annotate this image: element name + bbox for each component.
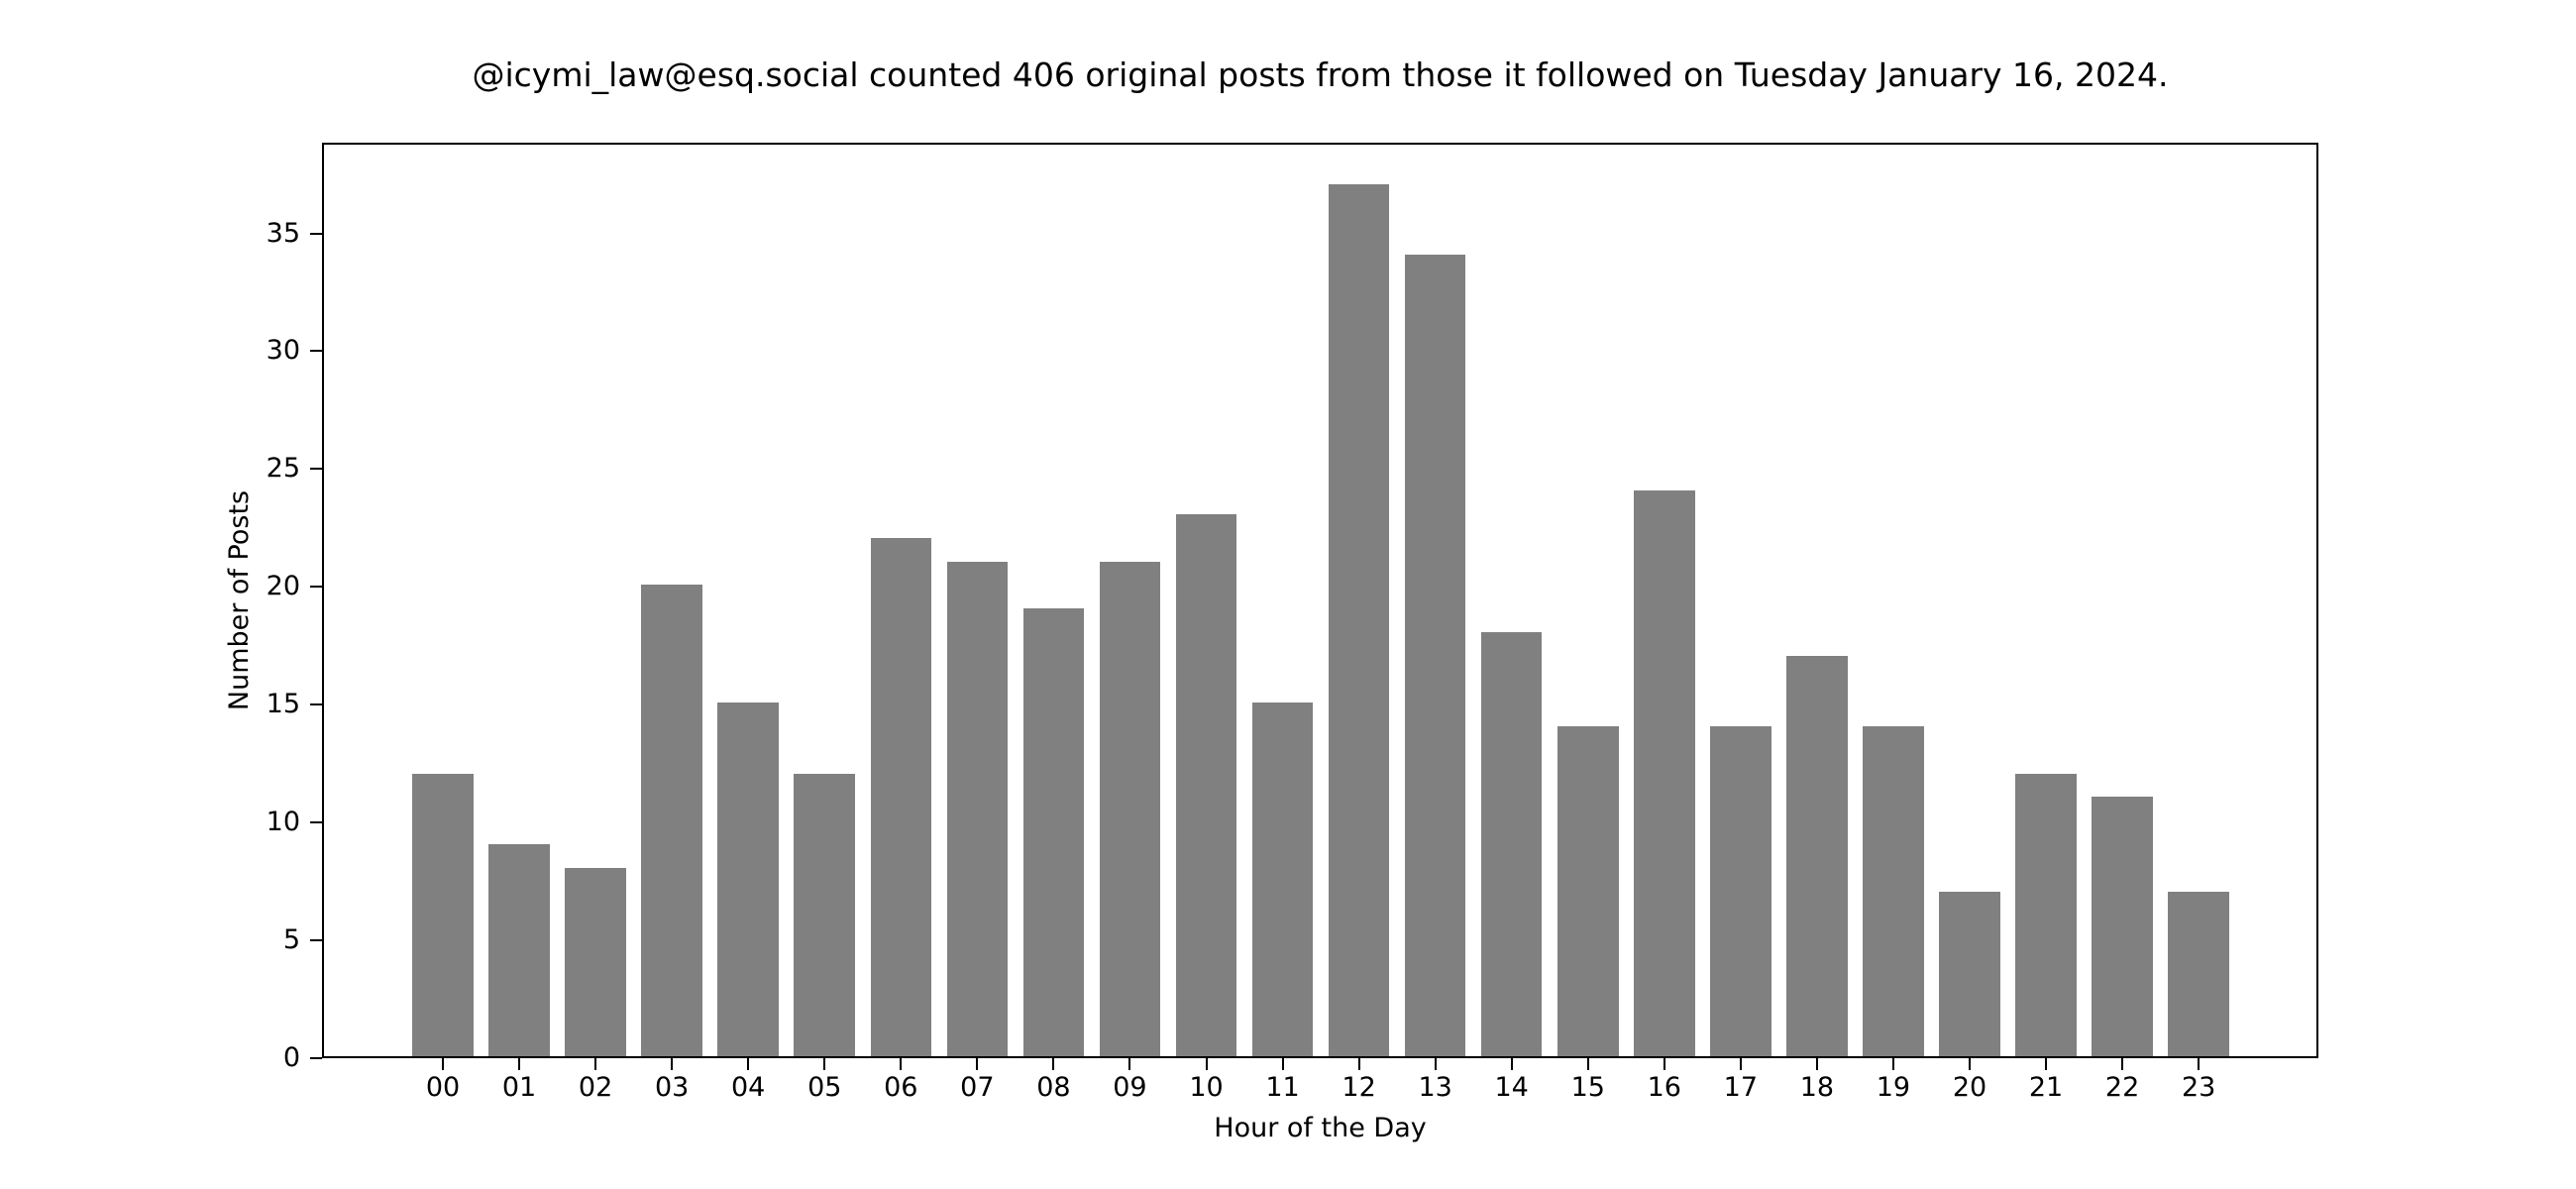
x-tick (1281, 1058, 1284, 1070)
x-tick (1434, 1058, 1437, 1070)
bar-21 (2015, 773, 2077, 1056)
y-tick (310, 232, 322, 235)
x-tick (1663, 1058, 1665, 1070)
x-tick (1128, 1058, 1131, 1070)
bar-17 (1710, 726, 1771, 1056)
x-tick-label: 14 (1494, 1072, 1529, 1103)
x-tick (2121, 1058, 2124, 1070)
bar-08 (1022, 608, 1085, 1056)
x-tick-label: 17 (1723, 1072, 1759, 1103)
x-tick-label: 20 (1952, 1072, 1987, 1103)
y-tick-label: 35 (266, 217, 300, 249)
x-tick-label: 10 (1189, 1072, 1224, 1103)
bar-12 (1328, 184, 1390, 1056)
x-tick (1357, 1058, 1360, 1070)
bar-05 (794, 773, 856, 1056)
x-tick-label: 04 (731, 1072, 766, 1103)
x-tick-label: 07 (960, 1072, 995, 1103)
bar-15 (1556, 726, 1619, 1056)
bar-00 (412, 773, 474, 1056)
bar-20 (1939, 891, 2000, 1056)
bar-18 (1786, 655, 1848, 1056)
x-tick (976, 1058, 979, 1070)
bar-01 (488, 843, 550, 1056)
x-tick (518, 1058, 521, 1070)
x-tick-label: 22 (2104, 1072, 2140, 1103)
x-tick-label: 21 (2028, 1072, 2064, 1103)
x-tick-label: 06 (884, 1072, 918, 1103)
x-tick (594, 1058, 597, 1070)
x-tick (1815, 1058, 1818, 1070)
x-tick (1739, 1058, 1742, 1070)
bar-13 (1404, 255, 1466, 1056)
x-tick-label: 05 (807, 1072, 842, 1103)
bar-10 (1175, 513, 1237, 1056)
x-tick (1969, 1058, 1971, 1070)
y-tick (310, 468, 322, 471)
bar-09 (1099, 561, 1161, 1056)
x-tick (442, 1058, 444, 1070)
x-tick-label: 13 (1418, 1072, 1452, 1103)
y-tick-label: 15 (266, 689, 300, 720)
y-axis-label: Number of Posts (224, 489, 255, 711)
x-tick-label: 18 (1799, 1072, 1835, 1103)
x-tick-label: 16 (1647, 1072, 1681, 1103)
y-tick-label: 30 (266, 335, 300, 367)
bar-11 (1251, 703, 1314, 1056)
x-tick (2045, 1058, 2048, 1070)
x-tick (671, 1058, 674, 1070)
chart-title: @icymi_law@esq.social counted 406 origin… (472, 55, 2169, 94)
bar-06 (870, 537, 932, 1056)
x-axis-label: Hour of the Day (1214, 1113, 1427, 1143)
x-tick-label: 01 (501, 1072, 537, 1103)
x-tick-label: 03 (654, 1072, 690, 1103)
x-tick-label: 08 (1036, 1072, 1071, 1103)
x-tick (1586, 1058, 1589, 1070)
bar-07 (946, 561, 1009, 1056)
x-tick-label: 02 (578, 1072, 613, 1103)
y-tick-label: 0 (282, 1042, 300, 1073)
x-tick-label: 23 (2181, 1072, 2216, 1103)
bar-22 (2092, 797, 2153, 1056)
bar-16 (1634, 490, 1695, 1056)
y-tick (310, 586, 322, 589)
y-tick (310, 350, 322, 353)
x-tick (900, 1058, 903, 1070)
bar-02 (565, 867, 626, 1056)
bar-14 (1480, 631, 1543, 1056)
bar-04 (717, 703, 779, 1056)
x-tick (823, 1058, 826, 1070)
x-tick-label: 12 (1342, 1072, 1376, 1103)
x-tick (1510, 1058, 1513, 1070)
plot-area (322, 143, 2318, 1058)
bar-19 (1863, 726, 1924, 1056)
x-tick (1052, 1058, 1055, 1070)
y-tick (310, 1057, 322, 1059)
x-tick-label: 15 (1570, 1072, 1605, 1103)
bar-03 (641, 585, 702, 1056)
y-tick-label: 10 (266, 807, 300, 838)
x-tick-label: 19 (1876, 1072, 1911, 1103)
x-tick (2198, 1058, 2200, 1070)
x-tick (1205, 1058, 1208, 1070)
y-tick (310, 703, 322, 706)
y-tick-label: 20 (266, 571, 300, 602)
x-tick-label: 09 (1113, 1072, 1147, 1103)
y-tick (310, 939, 322, 942)
bar-23 (2168, 891, 2229, 1056)
x-tick (1891, 1058, 1894, 1070)
y-tick-label: 5 (282, 924, 300, 956)
x-tick (747, 1058, 750, 1070)
x-tick-label: 11 (1265, 1072, 1300, 1103)
y-tick (310, 821, 322, 824)
x-tick-label: 00 (425, 1072, 461, 1103)
y-tick-label: 25 (266, 453, 300, 485)
